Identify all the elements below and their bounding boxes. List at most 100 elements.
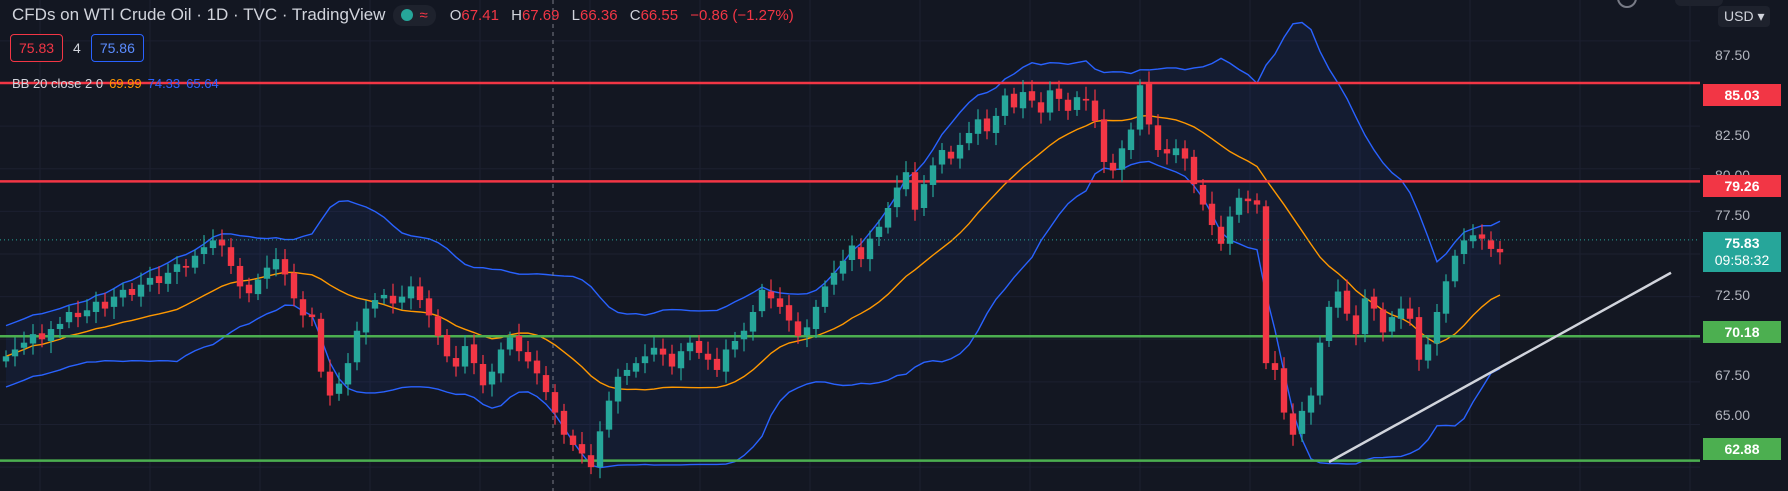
- bb-legend[interactable]: BB 20 close 2 0 69.99 74.33 65.64: [12, 76, 219, 91]
- candle-body: [1055, 88, 1063, 99]
- symbol-title[interactable]: CFDs on WTI Crude Oil · 1D · TVC · Tradi…: [12, 5, 386, 24]
- currency-selector[interactable]: USD ▾: [1718, 6, 1771, 27]
- candle-body: [20, 342, 28, 348]
- candle-body: [749, 311, 757, 332]
- candle-body: [992, 115, 1000, 133]
- candle-body: [1397, 308, 1405, 319]
- candle-body: [1136, 85, 1144, 130]
- candle-body: [263, 267, 271, 279]
- candle-body: [245, 284, 253, 294]
- candle-body: [578, 444, 586, 454]
- close-label: C: [629, 6, 641, 24]
- price-chart[interactable]: [0, 0, 1700, 491]
- price-axis[interactable]: 87.50 82.50 80.00 77.50 72.50 67.50 65.0…: [1700, 0, 1788, 491]
- candle-body: [659, 348, 667, 355]
- candle-body: [56, 323, 64, 330]
- candle-body: [1199, 184, 1207, 205]
- candle-body: [920, 184, 928, 208]
- candle-body: [299, 299, 307, 316]
- candle-body: [569, 435, 577, 445]
- y-tick: 67.50: [1715, 367, 1751, 383]
- candle-body: [101, 301, 109, 309]
- candle-body: [947, 151, 955, 159]
- candle-body: [614, 376, 622, 402]
- candle-body: [1001, 95, 1009, 116]
- candle-body: [1037, 102, 1045, 113]
- candle-body: [1442, 281, 1450, 314]
- candle-body: [650, 347, 658, 355]
- candle-body: [65, 311, 73, 323]
- candle-body: [191, 255, 199, 268]
- candle-body: [1361, 298, 1369, 335]
- candle-body: [137, 284, 145, 297]
- candle-body: [398, 296, 406, 303]
- bb-basis-value: 69.99: [109, 76, 142, 91]
- top-right-button[interactable]: [1675, 0, 1723, 6]
- candle-body: [1307, 395, 1315, 413]
- candle-body: [47, 329, 55, 341]
- bb-upper-value: 74.33: [147, 76, 181, 91]
- candle-body: [830, 272, 838, 285]
- candle-body: [1046, 90, 1054, 113]
- current-price-label: 75.83 09:58:32: [1703, 232, 1781, 272]
- candle-body: [434, 316, 442, 336]
- sell-button[interactable]: 75.83: [10, 34, 64, 62]
- candle-body: [740, 330, 748, 340]
- candle-body: [1235, 197, 1243, 215]
- candle-body: [1217, 226, 1225, 244]
- candle-body: [1325, 306, 1333, 341]
- candle-body: [875, 226, 883, 237]
- candle-body: [1190, 156, 1198, 185]
- candle-body: [254, 279, 262, 295]
- candle-body: [965, 132, 973, 144]
- candle-body: [1100, 119, 1108, 162]
- candle-body: [911, 172, 919, 210]
- candle-body: [686, 342, 694, 352]
- candle-body: [461, 346, 469, 367]
- candle-body: [524, 352, 532, 362]
- candle-body: [803, 327, 811, 336]
- candle-body: [452, 358, 460, 367]
- candle-body: [353, 330, 361, 363]
- candle-body: [380, 294, 388, 299]
- candle-body: [506, 337, 514, 350]
- buy-button[interactable]: 75.86: [90, 34, 144, 62]
- resistance-label-lower: 79.26: [1703, 175, 1781, 197]
- candle-body: [713, 358, 721, 370]
- candle-body: [227, 247, 235, 266]
- bar-countdown: 09:58:32: [1714, 252, 1770, 268]
- candle-body: [1433, 311, 1441, 344]
- candle-body: [218, 239, 226, 246]
- candle-body: [704, 353, 712, 360]
- candle-body: [173, 264, 181, 272]
- change-value: −0.86 (−1.27%): [690, 6, 794, 24]
- candle-body: [497, 349, 505, 374]
- y-tick: 87.50: [1715, 47, 1751, 63]
- candle-body: [326, 371, 334, 396]
- candle-body: [677, 351, 685, 369]
- candle-body: [1253, 200, 1261, 205]
- candle-body: [1469, 235, 1477, 242]
- candle-body: [956, 144, 964, 159]
- trendline: [1328, 271, 1672, 464]
- candle-body: [119, 289, 127, 298]
- candle-body: [389, 295, 397, 304]
- candle-body: [1280, 368, 1288, 413]
- candle-body: [776, 298, 784, 307]
- candle-body: [785, 305, 793, 321]
- candle-body: [605, 400, 613, 430]
- bb-lower-value: 65.64: [186, 76, 219, 91]
- candle-body: [371, 300, 379, 309]
- candle-body: [1424, 344, 1432, 361]
- candle-body: [164, 272, 172, 284]
- candle-body: [515, 335, 523, 352]
- candle-body: [857, 247, 865, 260]
- candle-body: [479, 363, 487, 386]
- y-tick: 65.00: [1715, 407, 1751, 423]
- market-open-dot-icon: [401, 9, 414, 21]
- resistance-label-upper: 85.03: [1703, 84, 1781, 106]
- bb-fill: [6, 22, 1500, 468]
- candle-body: [1091, 100, 1099, 122]
- candle-body: [641, 356, 649, 364]
- market-status[interactable]: ≈: [393, 4, 436, 26]
